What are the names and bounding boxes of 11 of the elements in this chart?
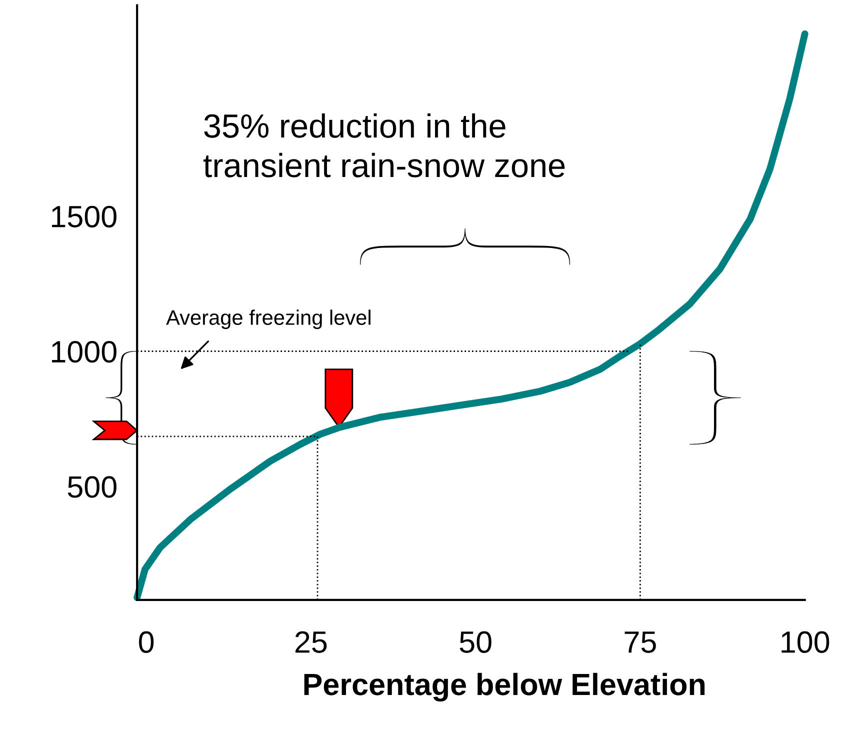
x-tick-label: 100 [782,631,830,653]
annotation: 35% reduction in the transient rain-snow zone [203,113,565,178]
x-tick-label: 0 [139,631,154,653]
x-tick-label: 75 [624,632,656,653]
x-axis-title: Percentage below Elevation [304,672,705,702]
annotation: Average freezing level [166,310,370,330]
y-tick-label: 500 [68,476,116,498]
y-tick-label: 1500 [52,206,116,228]
y-tick-label: 1000 [52,340,116,363]
x-tick-label: 50 [460,631,492,653]
x-tick-label: 25 [295,631,327,653]
